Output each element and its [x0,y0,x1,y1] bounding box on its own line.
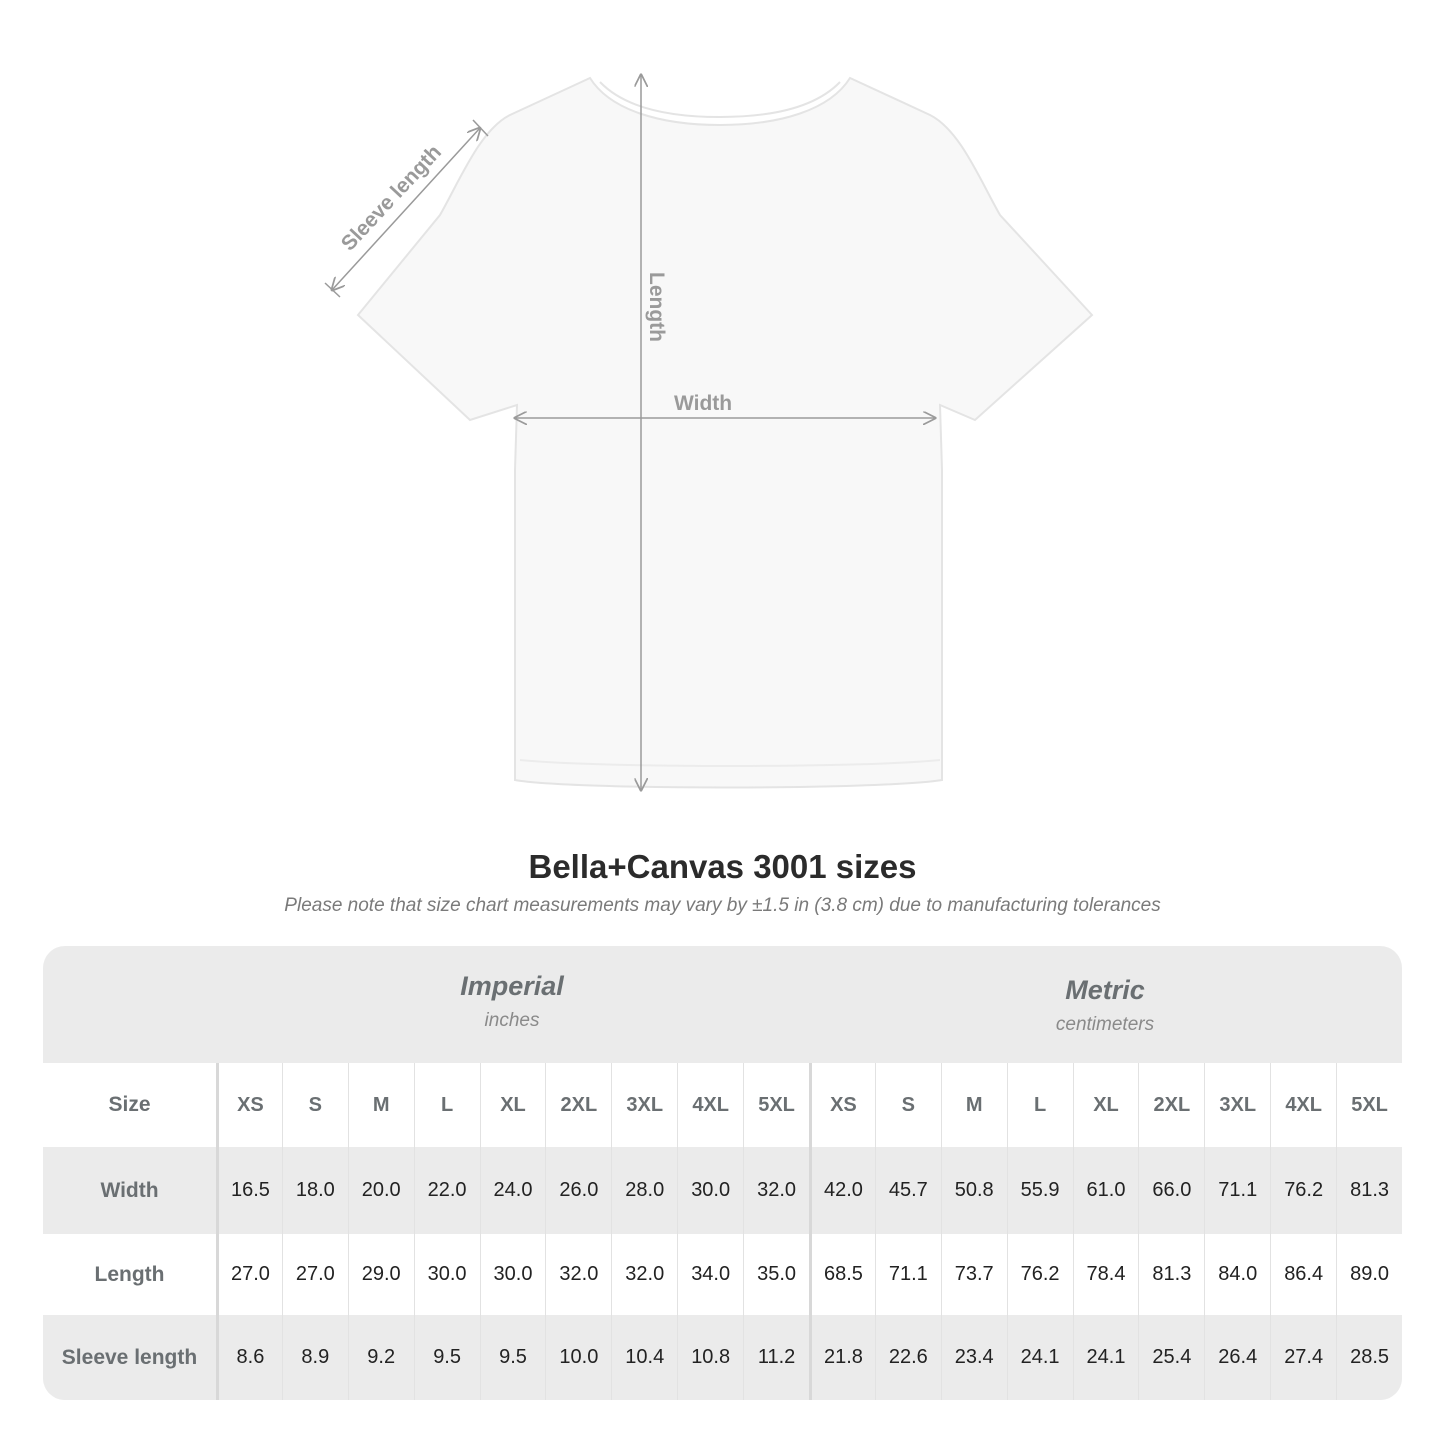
metric-value-cell: 78.4 [1072,1234,1139,1315]
metric-size-header: M [940,1063,1007,1147]
sleeve-length-line [332,128,480,290]
imperial-value-cell: 8.6 [216,1315,282,1400]
row-label: Length [43,1234,216,1315]
metric-size-header: S [874,1063,941,1147]
imperial-value-cell: 32.0 [611,1234,678,1315]
metric-value-cell: 86.4 [1270,1234,1337,1315]
imperial-value-cell: 8.9 [281,1315,348,1400]
metric-value-cell: 84.0 [1204,1234,1271,1315]
length-label: Length [645,272,668,342]
page-subtitle: Please note that size chart measurements… [284,895,1161,916]
metric-value-cell: 71.1 [1204,1147,1271,1234]
imperial-size-header: L [413,1063,480,1147]
metric-value-cell: 73.7 [940,1234,1007,1315]
imperial-unit: inches [484,1010,540,1031]
imperial-value-cell: 10.4 [611,1315,678,1400]
metric-value-cell: 42.0 [808,1147,875,1234]
imperial-value-cell: 32.0 [743,1147,809,1234]
imperial-value-cell: 32.0 [545,1234,612,1315]
metric-size-header: XL [1072,1063,1139,1147]
metric-size-header: 4XL [1270,1063,1337,1147]
imperial-value-cell: 30.0 [479,1234,546,1315]
tshirt-shape [356,76,1094,789]
metric-value-cell: 22.6 [874,1315,941,1400]
imperial-value-cell: 27.0 [281,1234,348,1315]
metric-size-header: XS [808,1063,875,1147]
size-header-label: Size [43,1063,216,1147]
metric-value-cell: 81.3 [1336,1147,1402,1234]
metric-value-cell: 25.4 [1138,1315,1205,1400]
metric-value-cell: 23.4 [940,1315,1007,1400]
imperial-value-cell: 24.0 [479,1147,546,1234]
imperial-value-cell: 20.0 [347,1147,414,1234]
imperial-size-header: 3XL [611,1063,678,1147]
metric-size-header: 3XL [1204,1063,1271,1147]
imperial-value-cell: 28.0 [611,1147,678,1234]
metric-value-cell: 50.8 [940,1147,1007,1234]
imperial-value-cell: 18.0 [281,1147,348,1234]
imperial-value-cell: 29.0 [347,1234,414,1315]
imperial-header: Imperial inches [216,946,808,1088]
metric-value-cell: 66.0 [1138,1147,1205,1234]
imperial-size-header: 5XL [743,1063,809,1147]
metric-value-cell: 61.0 [1072,1147,1139,1234]
imperial-value-cell: 27.0 [216,1234,282,1315]
imperial-value-cell: 16.5 [216,1147,282,1234]
imperial-value-cell: 35.0 [743,1234,809,1315]
metric-size-header: 2XL [1138,1063,1205,1147]
imperial-value-cell: 10.8 [677,1315,744,1400]
metric-value-cell: 55.9 [1006,1147,1073,1234]
metric-value-cell: 89.0 [1336,1234,1402,1315]
imperial-value-cell: 11.2 [743,1315,809,1400]
metric-value-cell: 27.4 [1270,1315,1337,1400]
metric-value-cell: 21.8 [808,1315,875,1400]
metric-label: Metric [1065,975,1145,1005]
metric-size-header: 5XL [1336,1063,1402,1147]
metric-value-cell: 71.1 [874,1234,941,1315]
size-grid: Size XS S M L XL 2XL 3XL 4XL 5XL XS S M L XL 2XL 3XL 4XL 5… [43,1063,1402,1400]
metric-value-cell: 68.5 [808,1234,875,1315]
imperial-value-cell: 30.0 [413,1234,480,1315]
imperial-value-cell: 9.2 [347,1315,414,1400]
metric-value-cell: 45.7 [874,1147,941,1234]
imperial-value-cell: 26.0 [545,1147,612,1234]
row-label: Sleeve length [43,1315,216,1400]
metric-size-header: L [1006,1063,1073,1147]
metric-value-cell: 24.1 [1006,1315,1073,1400]
width-label: Width [674,392,732,415]
size-table: Imperial inches Metric centimeters Size X… [43,946,1402,1400]
tshirt-diagram: Sleeve length Length Width [324,0,1094,820]
imperial-value-cell: 9.5 [413,1315,480,1400]
imperial-value-cell: 10.0 [545,1315,612,1400]
imperial-size-header: XL [479,1063,546,1147]
metric-value-cell: 76.2 [1006,1234,1073,1315]
metric-value-cell: 26.4 [1204,1315,1271,1400]
imperial-label: Imperial [460,971,564,1001]
imperial-value-cell: 34.0 [677,1234,744,1315]
row-label: Width [43,1147,216,1234]
metric-unit: centimeters [1055,1014,1155,1035]
imperial-value-cell: 22.0 [413,1147,480,1234]
metric-value-cell: 76.2 [1270,1147,1337,1234]
page-title: Bella+Canvas 3001 sizes [528,848,917,885]
imperial-size-header: 4XL [677,1063,744,1147]
imperial-size-header: S [281,1063,348,1147]
imperial-value-cell: 30.0 [677,1147,744,1234]
metric-header: Metric centimeters [808,946,1402,1092]
metric-value-cell: 81.3 [1138,1234,1205,1315]
imperial-value-cell: 9.5 [479,1315,546,1400]
metric-value-cell: 28.5 [1336,1315,1402,1400]
imperial-size-header: XS [216,1063,282,1147]
metric-value-cell: 24.1 [1072,1315,1139,1400]
imperial-size-header: 2XL [545,1063,612,1147]
imperial-size-header: M [347,1063,414,1147]
